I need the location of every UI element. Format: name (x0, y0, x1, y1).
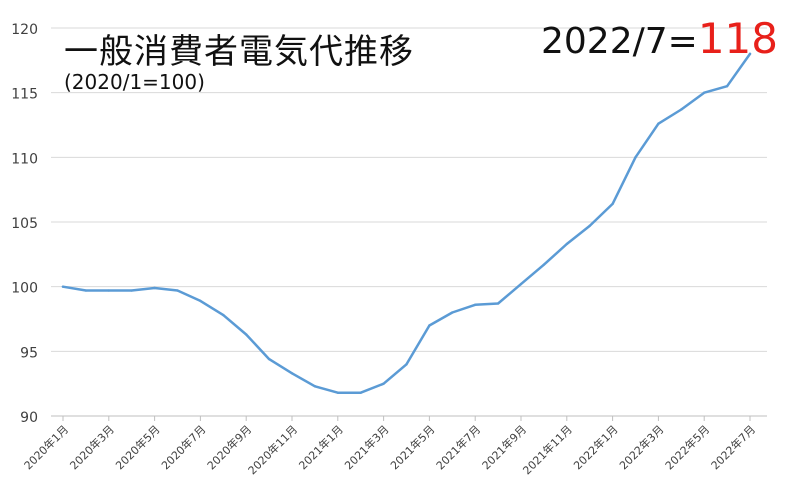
data-point (565, 242, 568, 246)
chart-subtitle: (2020/1=100) (64, 70, 205, 94)
x-tick-label: 2020年7月 (158, 422, 208, 472)
data-point (428, 324, 431, 327)
x-tick-label: 2020年1月 (21, 422, 71, 472)
data-point (657, 122, 660, 125)
series-line-0 (61, 52, 752, 394)
y-tick-label: 115 (11, 87, 38, 103)
y-tick-label: 120 (11, 22, 38, 38)
x-tick-label: 2021年9月 (479, 422, 529, 472)
data-point (588, 224, 591, 228)
x-tick-label: 2022年3月 (616, 422, 666, 472)
x-tick-label: 2021年5月 (387, 422, 437, 472)
chart-title: 一般消費者電気代推移 (64, 32, 414, 72)
data-point (405, 363, 408, 366)
data-point (703, 91, 706, 94)
data-point (359, 391, 362, 394)
data-point (61, 285, 65, 288)
x-tick-label: 2020年9月 (204, 422, 254, 472)
data-point (107, 289, 111, 292)
y-tick-label: 95 (20, 345, 38, 361)
latest-value-annotation: 2022/7=118 (541, 14, 778, 63)
y-tick-label: 110 (11, 151, 38, 167)
data-point (382, 382, 385, 385)
data-point (451, 311, 454, 314)
data-point (519, 282, 523, 286)
data-point (130, 289, 133, 292)
data-point (748, 52, 752, 56)
x-tick-label: 2020年5月 (113, 422, 163, 472)
x-tick-label: 2021年1月 (296, 422, 346, 472)
x-tick-label: 2020年3月 (67, 422, 117, 472)
data-point (290, 372, 294, 375)
data-point (336, 391, 339, 394)
data-point (611, 202, 614, 206)
annotation-prefix: 2022/7= (541, 21, 698, 62)
x-tick-label: 2022年7月 (708, 422, 758, 472)
annotation-value: 118 (697, 14, 778, 63)
x-tick-label: 2022年5月 (662, 422, 712, 472)
data-point (496, 302, 500, 305)
data-point (542, 263, 546, 266)
data-point (153, 286, 156, 290)
data-point (176, 289, 179, 292)
x-tick-label: 2021年3月 (342, 422, 392, 472)
x-tick-label: 2021年11月 (520, 422, 575, 477)
data-point (245, 333, 248, 336)
data-point (313, 385, 317, 388)
y-tick-label: 90 (20, 410, 38, 426)
data-point (267, 357, 271, 361)
x-tick-label: 2020年11月 (245, 422, 300, 477)
data-point (680, 108, 683, 111)
data-point (84, 289, 88, 292)
data-point (725, 85, 729, 88)
x-tick-label: 2021年7月 (433, 422, 483, 472)
x-tick-label: 2022年1月 (571, 422, 621, 472)
data-point (199, 299, 202, 303)
y-tick-label: 100 (11, 281, 38, 297)
data-point (634, 156, 637, 159)
data-point (474, 303, 477, 306)
y-tick-label: 105 (11, 216, 38, 232)
data-point (222, 313, 225, 317)
